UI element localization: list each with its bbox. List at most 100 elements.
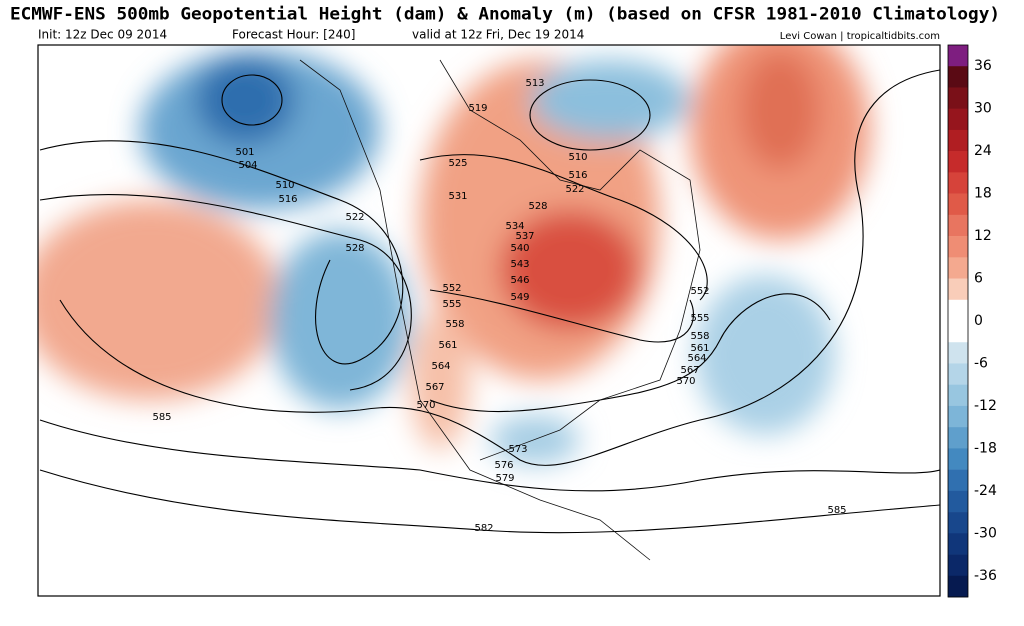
colorbar-segment [948,575,968,598]
colorbar-segment [948,448,968,470]
map-frame [37,44,941,597]
contour-label: 582 [474,523,493,534]
colorbar-label: -30 [974,525,997,541]
coastline [299,59,701,561]
contour-label: 525 [448,158,467,169]
colorbar-label: -6 [974,355,988,371]
colorbar-segment [948,384,968,407]
contour-label: 558 [445,319,464,330]
colorbar-label: -12 [974,398,997,414]
contour-label: 501 [235,147,254,158]
colorbar-segment [948,342,968,364]
contour-label: 561 [438,340,457,351]
forecast-hour: Forecast Hour: [240] [232,28,355,42]
colorbar-label: -18 [974,440,997,456]
title: ECMWF-ENS 500mb Geopotential Height (dam… [10,5,1000,24]
positive-anomaly [38,200,280,400]
colorbar-segment [948,236,968,258]
negative-anomaly [195,55,295,145]
negative-anomaly [695,275,835,435]
negative-anomaly [270,230,410,410]
contour-label: 555 [690,313,709,324]
contour-label: 564 [431,361,450,372]
contour-line [529,79,651,151]
contour-label: 537 [515,231,534,242]
contour-label: 504 [238,160,257,171]
height-contours [39,69,940,534]
colorbar-segment [948,490,968,513]
contour-line [429,293,831,413]
colorbar-segment [948,427,968,449]
colorbar-segment [948,129,968,152]
colorbar-label: 6 [974,271,983,287]
contour-label: 570 [676,376,695,387]
contour-label: 579 [495,473,514,484]
contour-label: 576 [494,460,513,471]
colorbar-segment [948,554,968,577]
contour-label: 585 [827,505,846,516]
colorbar-segment [948,278,968,301]
contour-line [39,194,412,391]
anomaly-shading [38,45,870,465]
contour-line [39,419,940,492]
contour-label: 549 [510,292,529,303]
colorbar-label: 24 [974,143,992,159]
colorbar-segment [948,363,968,385]
contour-label: 528 [528,201,547,212]
contour-label: 516 [278,194,297,205]
colorbar-segment [948,172,968,194]
negative-anomaly [530,60,690,140]
contour-label: 561 [690,343,709,354]
contour-label: 528 [345,243,364,254]
contour-label: 522 [565,184,584,195]
colorbar-label: 18 [974,186,992,202]
contour-label: 510 [568,152,587,163]
contour-label: 543 [510,259,529,270]
contour-label: 552 [690,286,709,297]
negative-anomaly [490,415,580,465]
contour-label: 555 [442,299,461,310]
positive-anomaly [500,210,640,330]
colorbar-label: 36 [974,58,992,74]
colorbar-segment [948,405,968,428]
colorbar-segment [948,66,968,88]
contour-label: 558 [690,331,709,342]
contour-label: 567 [680,365,699,376]
contour-line [59,69,940,466]
map-area [38,45,940,596]
contour-label: 534 [505,221,524,232]
colorbar-label: -24 [974,483,997,499]
contour-label: 510 [275,180,294,191]
colorbar-segment [948,321,968,343]
contour-label: 570 [416,400,435,411]
contour-label: 546 [510,275,529,286]
contour-line [221,74,283,126]
colorbar-segment [948,533,968,555]
colorbar-segment [948,45,968,67]
colorbar-segment [948,108,968,131]
contour-label: 513 [525,78,544,89]
colorbar-segment [948,214,968,237]
contour-label: 531 [448,191,467,202]
colorbar-segment [948,87,968,109]
contour-label: 564 [687,353,706,364]
contour-label: 519 [468,103,487,114]
positive-anomaly [740,50,820,170]
colorbar-label: 12 [974,228,992,244]
colorbar-label: -36 [974,568,997,584]
valid-time: valid at 12z Fri, Dec 19 2014 [412,28,584,42]
positive-anomaly [410,310,470,450]
colorbar-label: 30 [974,101,992,117]
contour-label: 552 [442,283,461,294]
init-time: Init: 12z Dec 09 2014 [38,28,167,42]
contour-line [419,154,708,301]
colorbar-segment [948,512,968,534]
contour-line [39,140,404,365]
contour-label: 585 [152,412,171,423]
contour-line [39,469,940,534]
colorbar-segment [948,299,968,322]
contour-label: 540 [510,243,529,254]
colorbar-segment [948,193,968,216]
contour-line [429,289,694,343]
